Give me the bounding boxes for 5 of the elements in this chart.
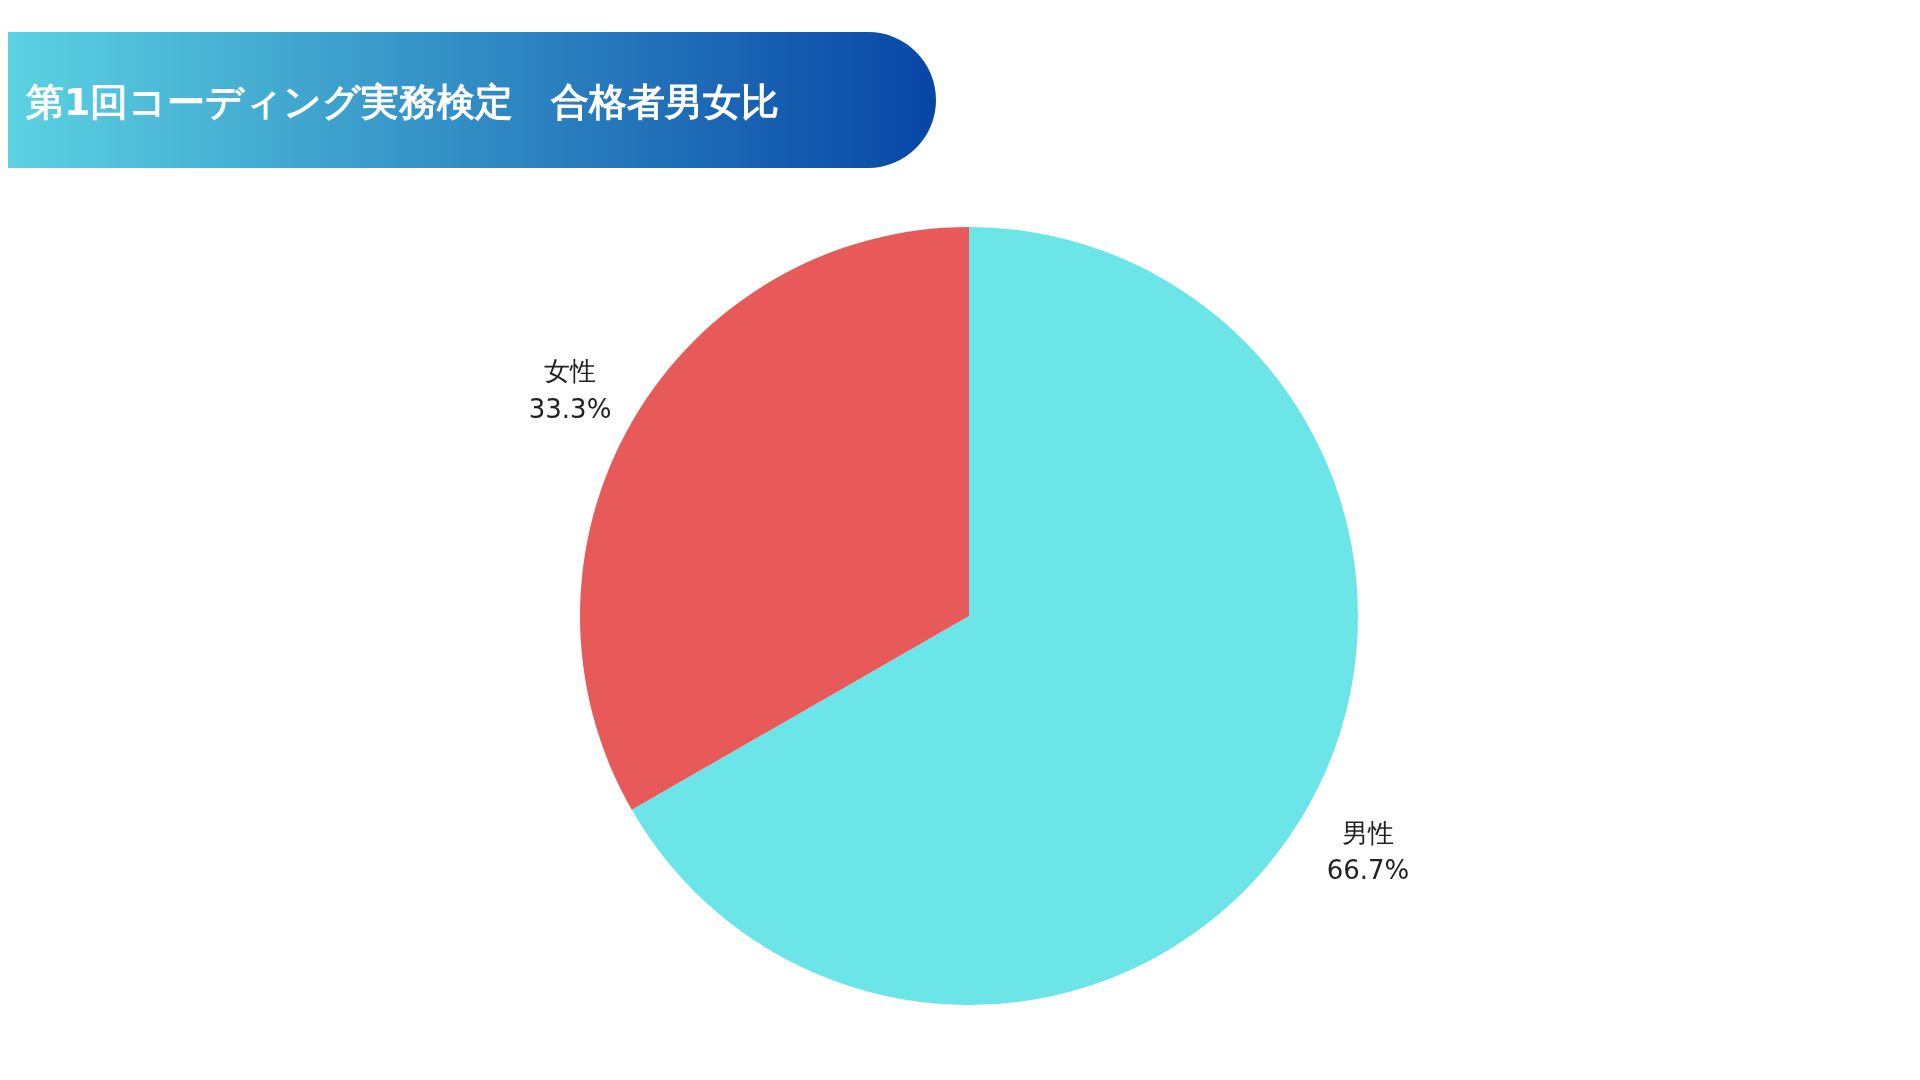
chart-title: 第1回コーディング実務検定 合格者男女比	[25, 80, 780, 124]
data-label: 33.3%	[528, 393, 612, 424]
slice-label: 男性	[1341, 817, 1394, 848]
slice-label: 女性	[544, 355, 597, 386]
data-label: 66.7%	[1326, 855, 1410, 886]
